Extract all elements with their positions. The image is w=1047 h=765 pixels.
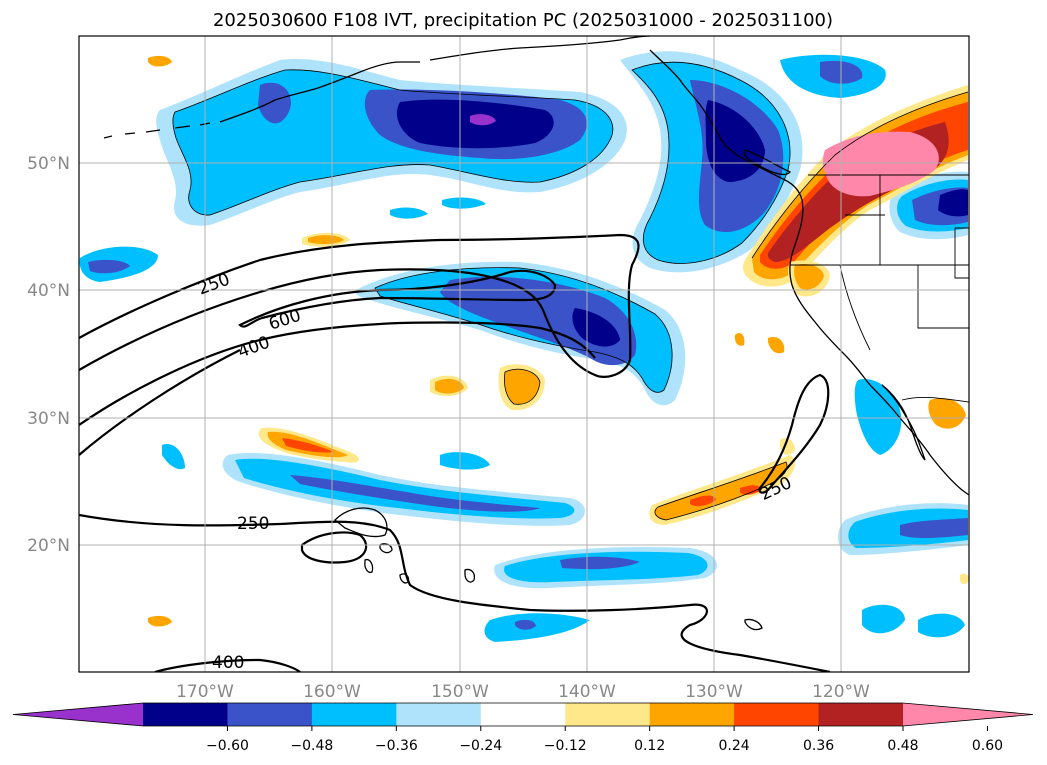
- colorbar-tick-label: −0.24: [459, 738, 502, 754]
- cell-east-20n-inner: [900, 518, 968, 539]
- colorbar-ticks: −0.60 −0.48 −0.36 −0.24 −0.12 0.12 0.24 0.36 0.4…: [206, 726, 1003, 754]
- cell-interior-core: [938, 189, 968, 217]
- colorbar: [12, 702, 1034, 727]
- lat-tick-20n: 20°N: [27, 536, 70, 556]
- contour-250-east: [758, 373, 830, 494]
- cell-south-band-inner: [560, 556, 640, 570]
- political-borders: [790, 174, 969, 403]
- lon-tick-120w: 120°W: [812, 682, 870, 702]
- cell-small-3: [768, 336, 785, 354]
- colorbar-segment: [311, 703, 397, 726]
- colorbar-segment: [227, 703, 313, 726]
- colorbar-segment: [818, 703, 904, 726]
- colorbar-tick-label: −0.36: [375, 738, 418, 754]
- lon-tick-labels: 170°W 160°W 150°W 140°W 130°W 120°W: [176, 682, 870, 702]
- lon-tick-160w: 160°W: [303, 682, 361, 702]
- colorbar-segment: [396, 703, 482, 726]
- gulf-alaska-arc-core: [705, 100, 765, 182]
- lat-tick-30n: 30°N: [27, 409, 70, 429]
- lat-tick-labels: 50°N 40°N 30°N 20°N: [27, 154, 70, 556]
- colorbar-segment: [565, 703, 651, 726]
- north-pacific-band-peak: [470, 114, 496, 126]
- cell-130w-23n-orange: [654, 462, 788, 520]
- coastlines: [103, 36, 969, 631]
- colorbar-segment: [480, 703, 566, 726]
- cell-43n-west-inner: [308, 235, 344, 245]
- colorbar-tick-label: 0.36: [803, 738, 834, 754]
- colorbar-tick-label: 0.24: [719, 738, 750, 754]
- cell-150w-48n: [442, 197, 486, 209]
- cell-small-1: [148, 55, 172, 67]
- colorbar-segment: [734, 703, 820, 726]
- contour-label-250-south: 250: [237, 514, 269, 534]
- pnw-landfall-pink: [822, 131, 939, 197]
- contour-250-south-inner: [300, 531, 368, 564]
- cell-142w-33n-inner: [504, 369, 540, 405]
- lon-tick-140w: 140°W: [558, 682, 616, 702]
- contour-250-west: [79, 349, 241, 456]
- cell-155w-47n: [390, 207, 428, 219]
- cell-160w-28n-red: [282, 438, 334, 453]
- cell-148w-27n: [440, 452, 490, 470]
- cell-165w-27n: [162, 444, 185, 470]
- colorbar-tick-label: 0.12: [634, 738, 665, 754]
- colorbar-tick-label: 0.60: [972, 738, 1003, 754]
- cell-dateline-40n-inner: [88, 259, 130, 274]
- central-pacific-band-core: [572, 308, 620, 347]
- cell-east-12n: [862, 604, 965, 638]
- contour-400-south: [154, 658, 301, 672]
- ivt-contours: [79, 233, 831, 672]
- lon-tick-170w: 170°W: [176, 682, 234, 702]
- lat-tick-50n: 50°N: [27, 154, 70, 174]
- colorbar-segment: [649, 703, 735, 726]
- colorbar-tick-label: 0.48: [887, 738, 918, 754]
- colorbar-segment: [143, 703, 228, 726]
- colorbar-tick-label: −0.48: [290, 738, 333, 754]
- positive-precip-fields: [148, 55, 969, 627]
- cell-small-6: [960, 573, 969, 585]
- colorbar-tick-label: −0.60: [206, 738, 249, 754]
- cell-small-5: [928, 398, 966, 429]
- colorbar-outline: [12, 702, 1034, 727]
- gridlines: [79, 36, 969, 672]
- cell-149w-33n-inner: [435, 378, 464, 394]
- west-25n-band-inner: [290, 475, 540, 512]
- contour-label-400-south: 400: [212, 653, 244, 673]
- cell-south-low: [484, 613, 590, 642]
- colorbar-extend-max: [903, 703, 1033, 726]
- lon-tick-130w: 130°W: [685, 682, 743, 702]
- lon-tick-150w: 150°W: [431, 682, 489, 702]
- colorbar-extend-min: [13, 703, 143, 726]
- cell-38n-coast-inner: [794, 264, 824, 290]
- cell-small-4: [734, 333, 745, 346]
- cell-small-2: [148, 615, 172, 627]
- cell-baja: [854, 379, 902, 455]
- lat-tick-40n: 40°N: [27, 281, 70, 301]
- map-title: 2025030600 F108 IVT, precipitation PC (2…: [213, 10, 833, 31]
- cell-south-low-inner: [515, 619, 536, 630]
- cell-130w-23n-red: [690, 485, 762, 507]
- contour-400: [79, 321, 596, 426]
- contour-250-north: [79, 233, 640, 378]
- contour-250-south: [79, 513, 831, 672]
- colorbar-tick-label: −0.12: [544, 738, 587, 754]
- map-frame: [78, 35, 970, 673]
